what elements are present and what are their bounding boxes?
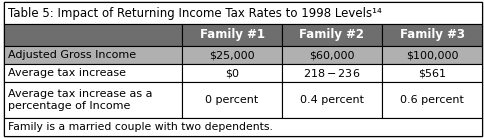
Text: $0: $0 — [225, 68, 239, 78]
Text: Adjusted Gross Income: Adjusted Gross Income — [8, 50, 136, 60]
Text: $100,000: $100,000 — [405, 50, 457, 60]
Bar — [381, 46, 481, 64]
Text: $60,000: $60,000 — [309, 50, 354, 60]
Bar — [381, 82, 481, 118]
Bar — [281, 24, 381, 46]
Bar — [182, 64, 281, 82]
Bar — [281, 64, 381, 82]
Text: $561: $561 — [417, 68, 445, 78]
Text: Family #3: Family #3 — [399, 29, 464, 42]
Text: 0.4 percent: 0.4 percent — [300, 95, 363, 105]
Bar — [182, 46, 281, 64]
Bar — [281, 82, 381, 118]
Text: 0.6 percent: 0.6 percent — [399, 95, 463, 105]
Bar — [4, 82, 182, 118]
Bar — [381, 64, 481, 82]
Text: Family #2: Family #2 — [299, 29, 364, 42]
Text: 0 percent: 0 percent — [205, 95, 258, 105]
Bar — [182, 82, 281, 118]
Bar — [4, 46, 182, 64]
Text: Family is a married couple with two dependents.: Family is a married couple with two depe… — [8, 122, 272, 132]
Bar — [281, 46, 381, 64]
Bar — [182, 24, 281, 46]
Text: Average tax increase: Average tax increase — [8, 68, 126, 78]
Text: Family #1: Family #1 — [199, 29, 264, 42]
Bar — [4, 118, 481, 136]
Bar — [4, 64, 182, 82]
Text: $25,000: $25,000 — [209, 50, 254, 60]
Text: $218 - $236: $218 - $236 — [302, 67, 360, 79]
Bar — [381, 24, 481, 46]
Bar — [4, 2, 481, 24]
Text: Average tax increase as a
percentage of Income: Average tax increase as a percentage of … — [8, 89, 152, 111]
Text: Table 5: Impact of Returning Income Tax Rates to 1998 Levels¹⁴: Table 5: Impact of Returning Income Tax … — [8, 6, 381, 19]
Bar — [4, 24, 182, 46]
